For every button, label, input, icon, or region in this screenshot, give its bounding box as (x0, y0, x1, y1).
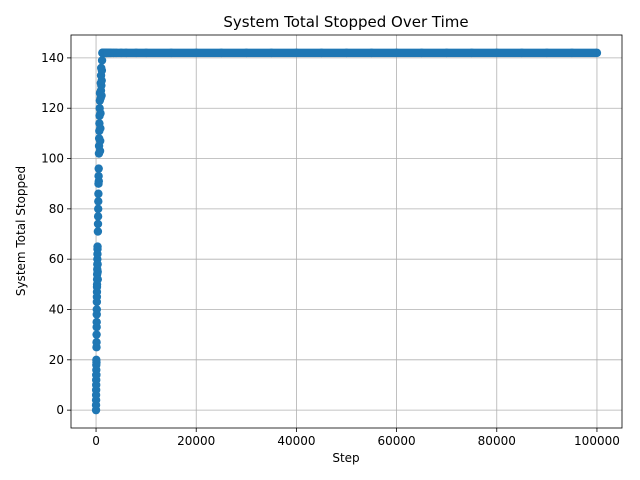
data-point (93, 227, 103, 236)
data-point (94, 176, 104, 186)
x-tick-label: 0 (92, 434, 100, 448)
x-axis-label: Step (332, 451, 359, 465)
grid (71, 35, 622, 428)
data-point (93, 219, 103, 229)
data-point (92, 358, 101, 367)
data-points (91, 48, 602, 415)
x-tick-label: 60000 (377, 434, 415, 448)
data-point (94, 197, 103, 206)
data-point (97, 91, 106, 100)
y-tick-label: 120 (41, 101, 64, 115)
data-point (96, 124, 105, 133)
data-point (94, 189, 103, 198)
y-tick-label: 40 (49, 302, 64, 316)
data-point (92, 370, 101, 380)
x-tick-label: 80000 (478, 434, 516, 448)
plateau-band (103, 48, 597, 58)
y-tick-label: 20 (49, 353, 64, 367)
y-tick-label: 0 (56, 403, 64, 417)
y-tick-label: 80 (49, 202, 64, 216)
data-point (92, 317, 101, 327)
x-axis-ticks: 0 20000 40000 60000 80000 100000 (92, 428, 620, 448)
data-point (93, 204, 103, 214)
data-point (92, 305, 101, 314)
data-point (93, 260, 102, 269)
y-axis-ticks: 0 20 40 60 80 100 120 140 (41, 51, 71, 417)
data-point (97, 76, 106, 85)
y-axis-label: System Total Stopped (14, 166, 28, 296)
data-point (92, 338, 101, 347)
x-tick-label: 100000 (574, 434, 620, 448)
x-tick-label: 40000 (277, 434, 315, 448)
data-point (93, 212, 103, 221)
data-point (97, 66, 107, 75)
data-point (93, 242, 102, 251)
plot-frame (70, 34, 623, 429)
data-point (97, 56, 107, 65)
data-point (96, 109, 105, 118)
data-point (94, 164, 103, 173)
y-tick-label: 100 (41, 152, 64, 166)
chart-title: System Total Stopped Over Time (223, 13, 468, 31)
data-point (92, 330, 101, 339)
data-point (93, 267, 102, 276)
y-tick-label: 60 (49, 252, 64, 266)
y-tick-label: 140 (41, 51, 64, 65)
data-point (95, 146, 105, 156)
x-tick-label: 20000 (177, 434, 215, 448)
data-point (93, 275, 102, 284)
data-point (96, 136, 105, 146)
